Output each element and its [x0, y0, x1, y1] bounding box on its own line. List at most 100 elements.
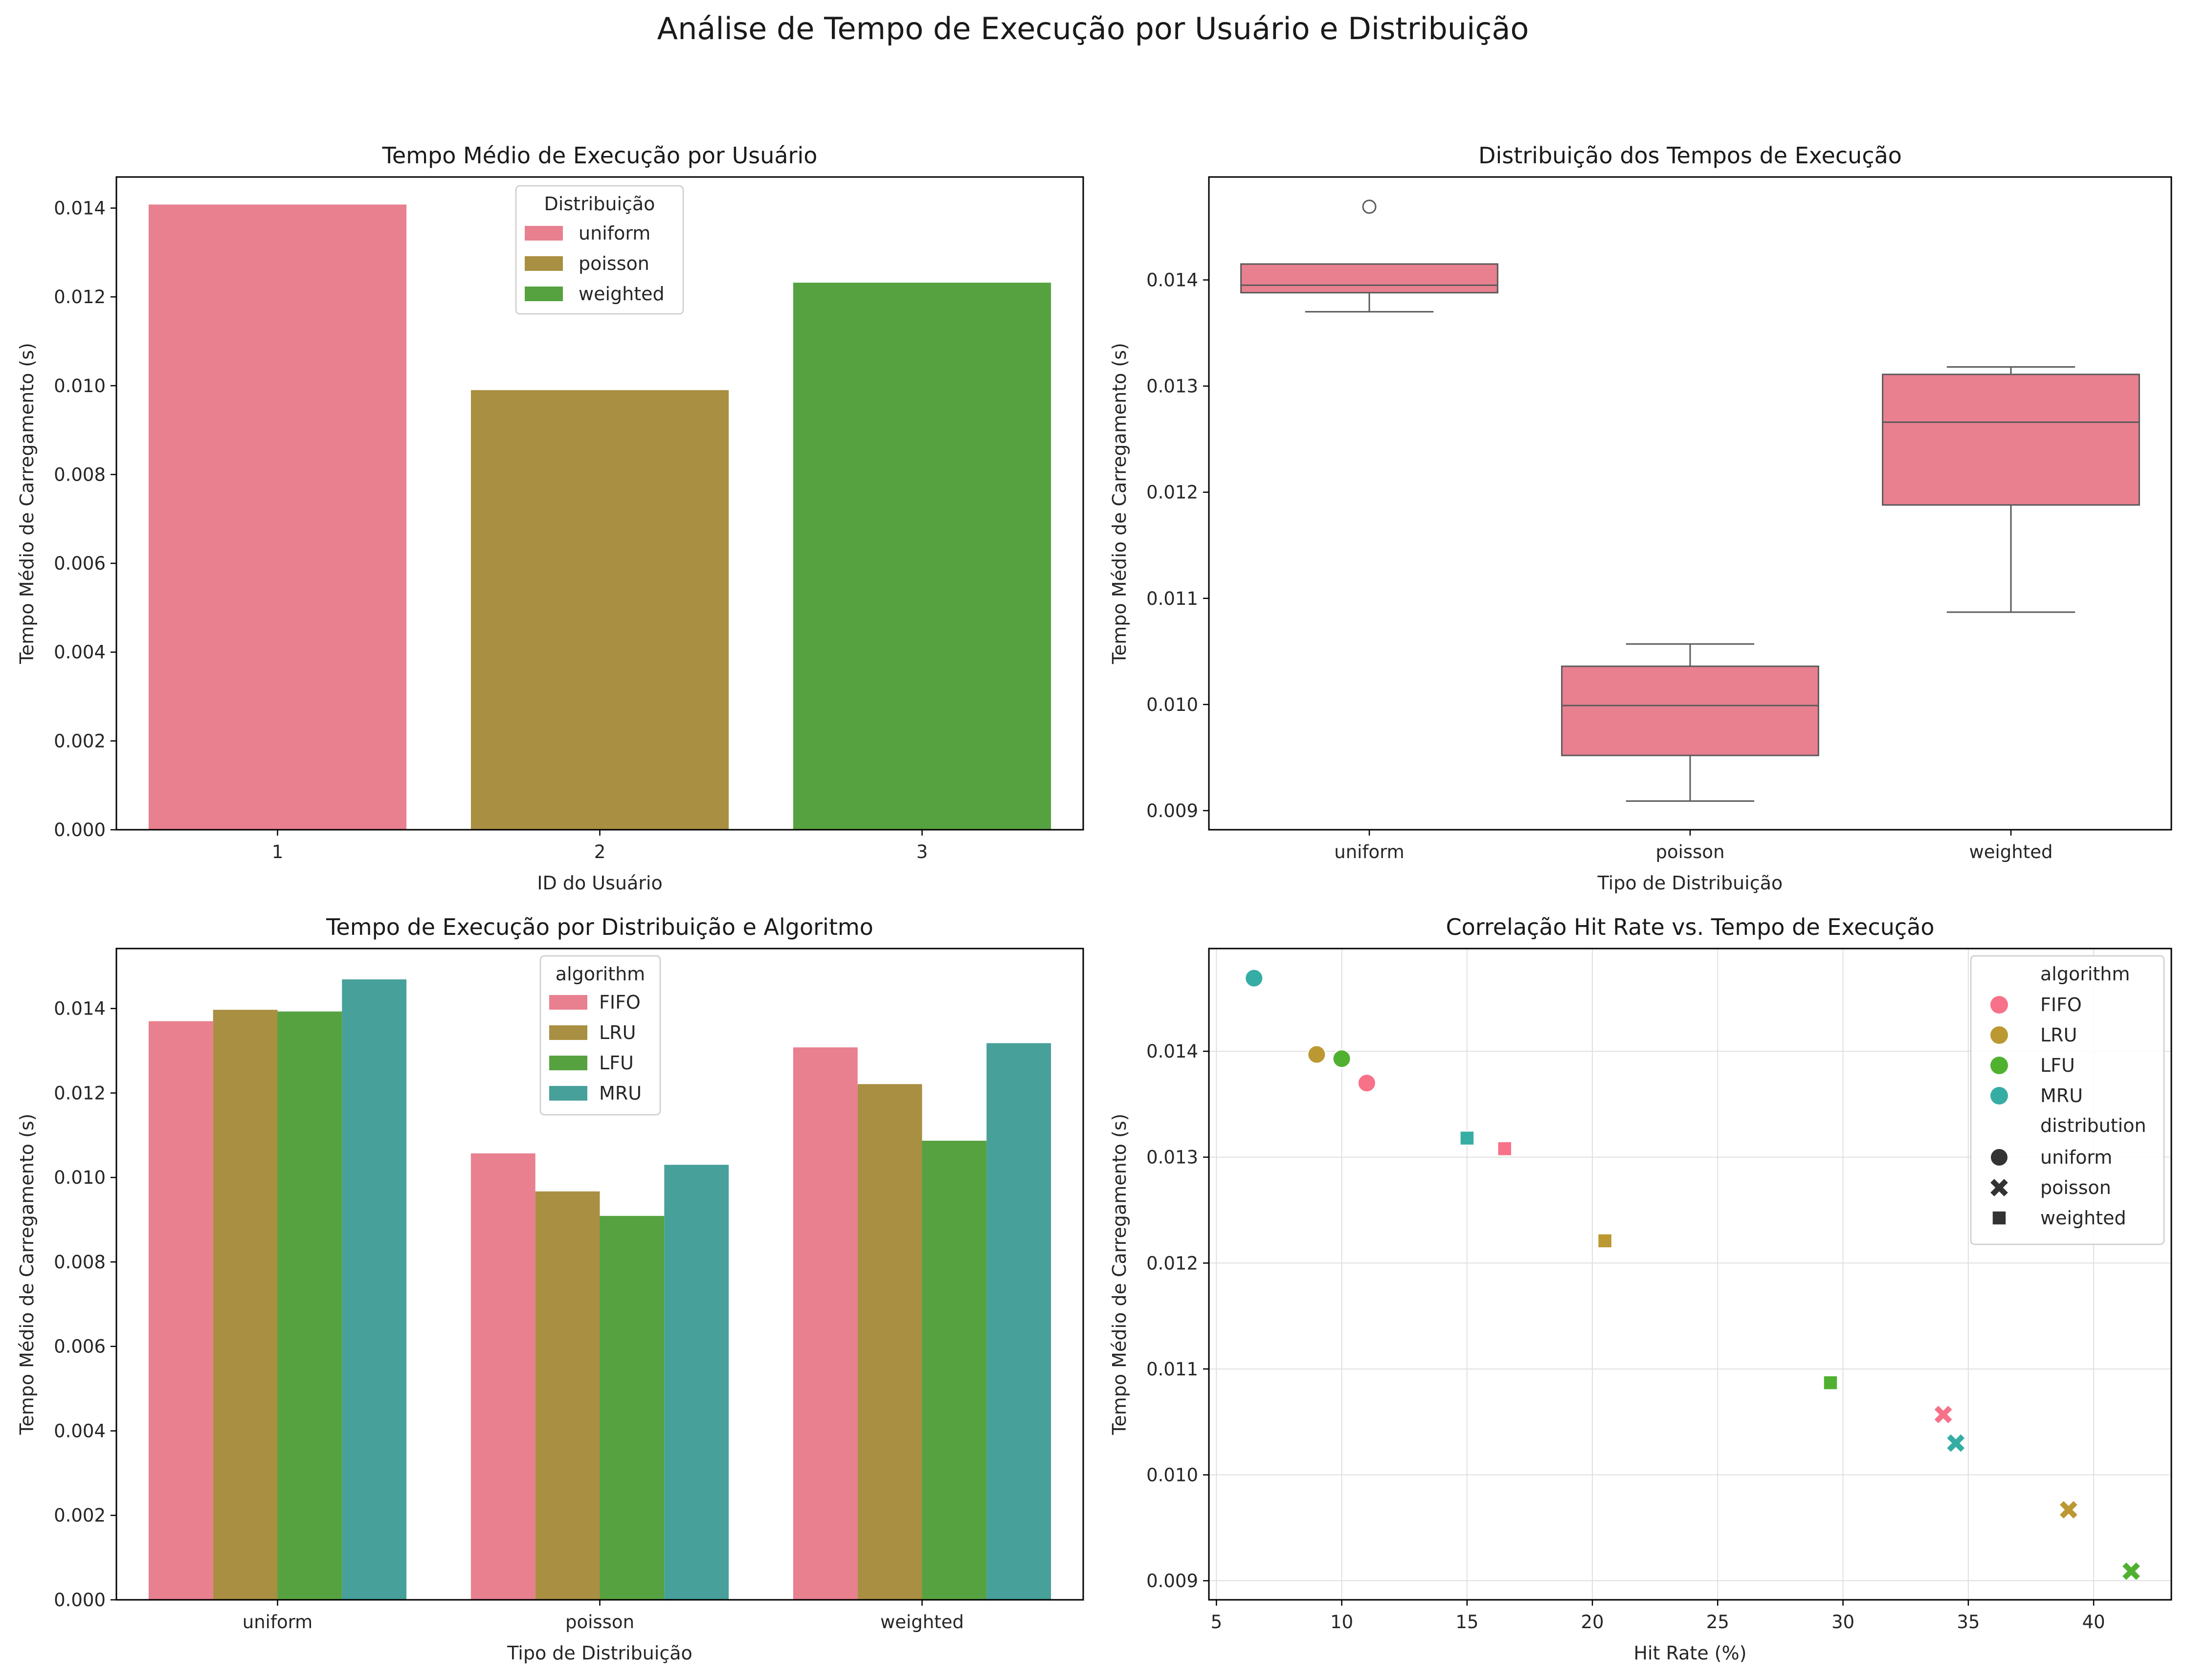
figure-title: Análise de Tempo de Execução por Usuário… [657, 11, 1529, 46]
legend-swatch-poisson [525, 256, 563, 271]
bar-user-3 [793, 283, 1051, 830]
y-tick-label: 0.006 [54, 1336, 106, 1357]
y-tick-label: 0.000 [54, 819, 106, 840]
axes-frame [1208, 948, 2172, 1601]
point-FIFO-weighted [1497, 1141, 1512, 1156]
legend-swatch-MRU [549, 1086, 587, 1101]
bar-MRU-poisson [664, 1165, 729, 1600]
chart-hitrate-scatter: 0.009 0.010 0.011 0.012 0.013 0.014 5 10 15 20 25 3… [1109, 914, 2172, 1664]
point-MRU-poisson [1947, 1434, 1965, 1452]
bar-LFU-weighted [922, 1141, 987, 1600]
y-tick-label: 0.009 [1146, 800, 1198, 821]
legend-swatch-weighted [525, 287, 563, 301]
x-tick-label: 2 [594, 841, 606, 862]
legend-swatch-LFU [549, 1056, 587, 1070]
y-tick-label: 0.010 [54, 1167, 106, 1188]
legend-marker-uniform [1990, 1148, 2008, 1167]
x-tick-label: 15 [1455, 1612, 1478, 1633]
y-tick-label: 0.002 [54, 730, 106, 752]
legend-swatch-LRU [549, 1025, 587, 1040]
y-tick-label: 0.009 [1146, 1570, 1198, 1592]
legend-marker-MRU [1990, 1087, 2008, 1105]
legend-label-uniform: uniform [579, 222, 650, 244]
legend-title: algorithm [556, 963, 645, 985]
x-axis-label: Hit Rate (%) [1633, 1642, 1746, 1664]
point-LFU-uniform [1332, 1049, 1351, 1068]
y-tick-label: 0.004 [54, 1420, 106, 1441]
legend-swatch-FIFO [549, 995, 587, 1010]
x-tick-label: poisson [1655, 841, 1724, 862]
y-tick-label: 0.011 [1146, 588, 1198, 609]
y-axis-label: Tempo Médio de Carregamento (s) [1109, 1114, 1130, 1436]
y-tick-label: 0.012 [54, 1083, 106, 1104]
y-axis-label: Tempo Médio de Carregamento (s) [1109, 343, 1130, 664]
legend-title-algorithm: algorithm [2040, 963, 2130, 985]
y-tick-label: 0.000 [54, 1590, 106, 1611]
y-tick-label: 0.008 [54, 464, 106, 485]
legend-marker-weighted [1992, 1211, 2007, 1225]
chart-boxplot-distribution: Distribuição dos Tempos de Execução Tipo … [1109, 142, 2172, 894]
point-LRU-weighted [1598, 1234, 1612, 1248]
x-tick-label: 1 [272, 841, 284, 862]
y-tick-label: 0.010 [54, 376, 106, 397]
x-tick-label: 5 [1211, 1612, 1223, 1633]
legend-label-LRU: LRU [2040, 1024, 2077, 1046]
bar-FIFO-poisson [470, 1153, 535, 1600]
point-LFU-weighted [1823, 1375, 1838, 1390]
legend-label-poisson: poisson [2040, 1177, 2111, 1198]
y-tick-label: 0.006 [54, 553, 106, 574]
x-tick-label: uniform [243, 1612, 312, 1633]
box-weighted [1882, 374, 2140, 506]
legend-frame [515, 185, 684, 315]
box-poisson [1561, 665, 1819, 756]
x-tick-label: 35 [1957, 1612, 1980, 1633]
point-FIFO-uniform [1357, 1074, 1376, 1093]
y-tick-label: 0.014 [54, 198, 106, 219]
chart-distribution-algorithm: Tempo de Execução por Distribuição e Alg… [16, 914, 1084, 1664]
y-tick-label: 0.014 [1146, 1041, 1198, 1062]
panel-title: Tempo de Execução por Distribuição e Alg… [326, 914, 873, 940]
y-tick-label: 0.013 [1146, 376, 1198, 397]
point-FIFO-poisson [1934, 1406, 1952, 1423]
y-tick-label: 0.011 [1146, 1359, 1198, 1380]
legend-frame [1970, 955, 2165, 1245]
x-tick-label: 20 [1581, 1612, 1604, 1633]
legend-label-weighted: weighted [579, 283, 665, 305]
y-tick-label: 0.012 [1146, 1253, 1198, 1274]
x-tick-label: 3 [916, 841, 928, 862]
panel-title: Tempo Médio de Execução por Usuário [382, 142, 818, 169]
outlier-uniform [1362, 199, 1377, 214]
bar-LRU-uniform [213, 1010, 278, 1600]
x-tick-label: 10 [1330, 1612, 1353, 1633]
bar-FIFO-weighted [793, 1047, 858, 1600]
x-tick-label: 40 [2082, 1612, 2105, 1633]
y-tick-label: 0.004 [54, 642, 106, 663]
bar-LRU-weighted [857, 1084, 922, 1600]
x-tick-label: weighted [880, 1612, 964, 1633]
y-tick-label: 0.012 [54, 287, 106, 308]
y-axis-label: Tempo Médio de Carregamento (s) [16, 1114, 38, 1436]
y-tick-label: 0.010 [1146, 1464, 1198, 1485]
legend-label-LFU: LFU [2040, 1055, 2075, 1076]
bar-user-2 [470, 390, 729, 830]
legend-label-LRU: LRU [599, 1022, 636, 1043]
point-LRU-uniform [1307, 1045, 1326, 1064]
y-tick-label: 0.010 [1146, 694, 1198, 715]
legend-label-weighted: weighted [2040, 1207, 2126, 1229]
point-MRU-uniform [1245, 969, 1264, 988]
y-tick-label: 0.012 [1146, 482, 1198, 503]
point-LRU-poisson [2059, 1501, 2077, 1519]
y-tick-label: 0.008 [54, 1252, 106, 1273]
x-tick-label: poisson [565, 1612, 634, 1633]
y-axis-label: Tempo Médio de Carregamento (s) [16, 343, 38, 664]
legend-title-distribution: distribution [2040, 1115, 2146, 1136]
x-tick-label: uniform [1334, 841, 1404, 862]
point-LFU-poisson [2122, 1562, 2140, 1580]
panel-title: Distribuição dos Tempos de Execução [1478, 142, 1902, 169]
bar-MRU-weighted [986, 1043, 1051, 1600]
x-tick-label: 25 [1706, 1612, 1729, 1633]
y-tick-label: 0.014 [1146, 270, 1198, 291]
legend-label-MRU: MRU [599, 1083, 642, 1104]
bar-MRU-uniform [342, 979, 407, 1600]
